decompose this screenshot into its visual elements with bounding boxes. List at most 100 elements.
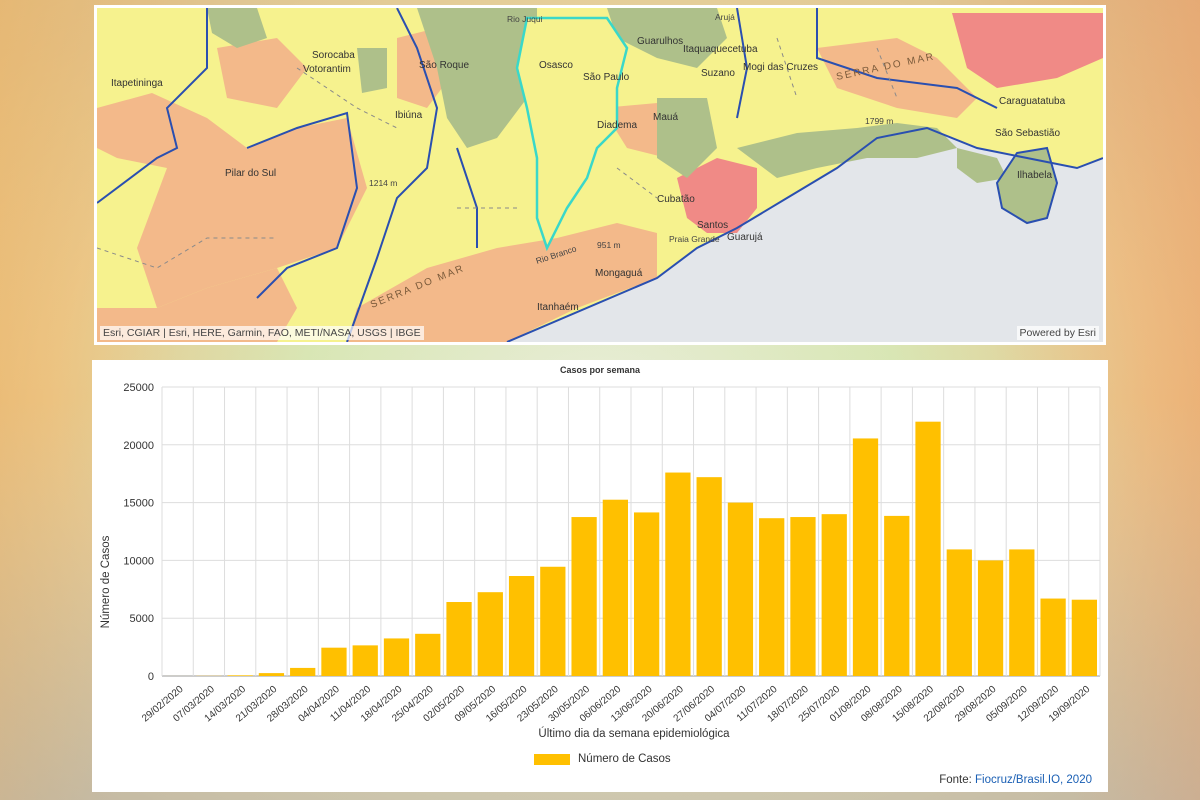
x-tick-layer: 29/02/202007/03/202014/03/202021/03/2020… (140, 684, 1092, 725)
bar[interactable] (790, 517, 816, 676)
bar[interactable] (258, 673, 285, 676)
island-border (995, 146, 1059, 225)
bar[interactable] (508, 576, 535, 676)
source-label: Fonte: (939, 774, 972, 786)
bar[interactable] (415, 633, 441, 676)
region-orange-2 (217, 38, 307, 108)
region-green-6 (207, 8, 267, 48)
grid-layer (161, 386, 1101, 677)
bar[interactable] (321, 647, 347, 676)
bar-layer (165, 421, 1097, 676)
bar[interactable] (1040, 598, 1066, 676)
region-orange-3 (137, 118, 367, 308)
region-orange-1 (97, 93, 247, 178)
source-link[interactable]: Fiocruz/Brasil.IO, 2020 (975, 774, 1092, 786)
place-label: Itapetininga (111, 78, 163, 89)
region-green-2 (607, 8, 727, 68)
border-line-1 (97, 8, 208, 204)
bar[interactable] (852, 438, 879, 676)
place-label: São Paulo (583, 72, 630, 83)
place-label: Mogi das Cruzes (743, 62, 818, 73)
place-label: Cubatão (657, 194, 695, 205)
region-orange-6 (347, 223, 657, 342)
place-label: Rio Juqui (507, 14, 543, 24)
map-canvas[interactable]: Itapetininga Sorocaba Votorantim São Roq… (97, 8, 1103, 342)
region-green-4 (737, 123, 957, 178)
y-tick-label: 20000 (123, 440, 154, 452)
place-label: Guarujá (727, 232, 763, 243)
bar[interactable] (352, 645, 378, 676)
region-orange-5 (97, 268, 297, 342)
bar[interactable] (759, 518, 785, 676)
place-label: Caraguatatuba (999, 96, 1066, 107)
y-tick-label: 25000 (123, 382, 154, 394)
place-label: Santos (697, 220, 728, 231)
bar[interactable] (977, 560, 1004, 676)
legend-swatch (534, 753, 570, 765)
y-tick-label: 5000 (130, 613, 154, 625)
bar[interactable] (821, 514, 847, 676)
x-axis-title: Último dia da semana epidemiológica (538, 727, 730, 740)
place-label: Osasco (539, 60, 573, 71)
relief-label: 951 m (597, 240, 621, 250)
sea-area (507, 128, 1103, 342)
place-label: Pilar do Sul (225, 168, 276, 179)
bar[interactable] (227, 675, 253, 676)
bar[interactable] (1009, 549, 1035, 676)
bar[interactable] (477, 592, 503, 676)
island-ilhabela (997, 148, 1057, 223)
region-green-7 (357, 48, 387, 93)
bar[interactable] (571, 517, 597, 676)
place-label: Suzano (701, 68, 735, 79)
legend-label: Número de Casos (578, 753, 671, 765)
place-label: Ilhabela (1017, 170, 1052, 181)
bar[interactable] (727, 502, 754, 676)
bar[interactable] (446, 602, 472, 676)
relief-label: 1799 m (865, 116, 893, 126)
place-label: Guarulhos (637, 36, 683, 47)
place-label: São Roque (419, 60, 469, 71)
chart-legend[interactable]: Número de Casos (534, 753, 671, 765)
place-label: Mongaguá (595, 268, 643, 279)
region-green-5 (957, 148, 1007, 183)
relief-label: 1214 m (369, 178, 397, 188)
border-line-6 (736, 8, 749, 119)
chart-title: Casos por semana (560, 365, 641, 375)
region-red-1 (952, 13, 1103, 88)
region-red-2 (677, 158, 757, 233)
bar[interactable] (696, 477, 722, 676)
place-label: São Sebastião (995, 128, 1060, 139)
place-label: Itaquaquecetuba (683, 44, 758, 55)
place-label: Ibiúna (395, 110, 423, 121)
region-green-3 (657, 98, 717, 178)
place-label: Mauá (653, 112, 678, 123)
chart-panel: Casos por semana 0 5000 10000 15000 20000 250… (92, 360, 1108, 792)
bar[interactable] (383, 638, 410, 676)
region-green-1 (417, 8, 537, 148)
coastline (506, 126, 1103, 342)
powered-by-esri-link[interactable]: Powered by Esri (1016, 326, 1099, 340)
region-orange-7 (817, 38, 977, 118)
bar[interactable] (1071, 599, 1097, 676)
place-label: Itanhaém (537, 302, 579, 313)
bar[interactable] (884, 515, 910, 676)
place-label: Praia Grande (669, 234, 720, 244)
border-line-3 (346, 8, 439, 342)
bar[interactable] (946, 549, 972, 676)
place-label: Votorantim (303, 64, 351, 75)
border-line-5 (816, 8, 998, 109)
sao-paulo-highlight[interactable] (515, 16, 629, 252)
bar-chart: Casos por semana 0 5000 10000 15000 20000 250… (100, 365, 1101, 740)
bar[interactable] (540, 566, 566, 676)
bar[interactable] (915, 421, 941, 676)
bar[interactable] (602, 499, 628, 676)
source-note: Fonte: Fiocruz/Brasil.IO, 2020 (939, 774, 1092, 786)
map-panel[interactable]: Itapetininga Sorocaba Votorantim São Roq… (94, 5, 1106, 345)
border-line-2 (246, 111, 359, 299)
bar[interactable] (290, 667, 316, 676)
municipal-borders (97, 37, 898, 269)
bar[interactable] (665, 472, 691, 676)
bar[interactable] (634, 512, 660, 676)
y-tick-label: 0 (148, 671, 154, 683)
place-label: Diadema (597, 120, 637, 131)
